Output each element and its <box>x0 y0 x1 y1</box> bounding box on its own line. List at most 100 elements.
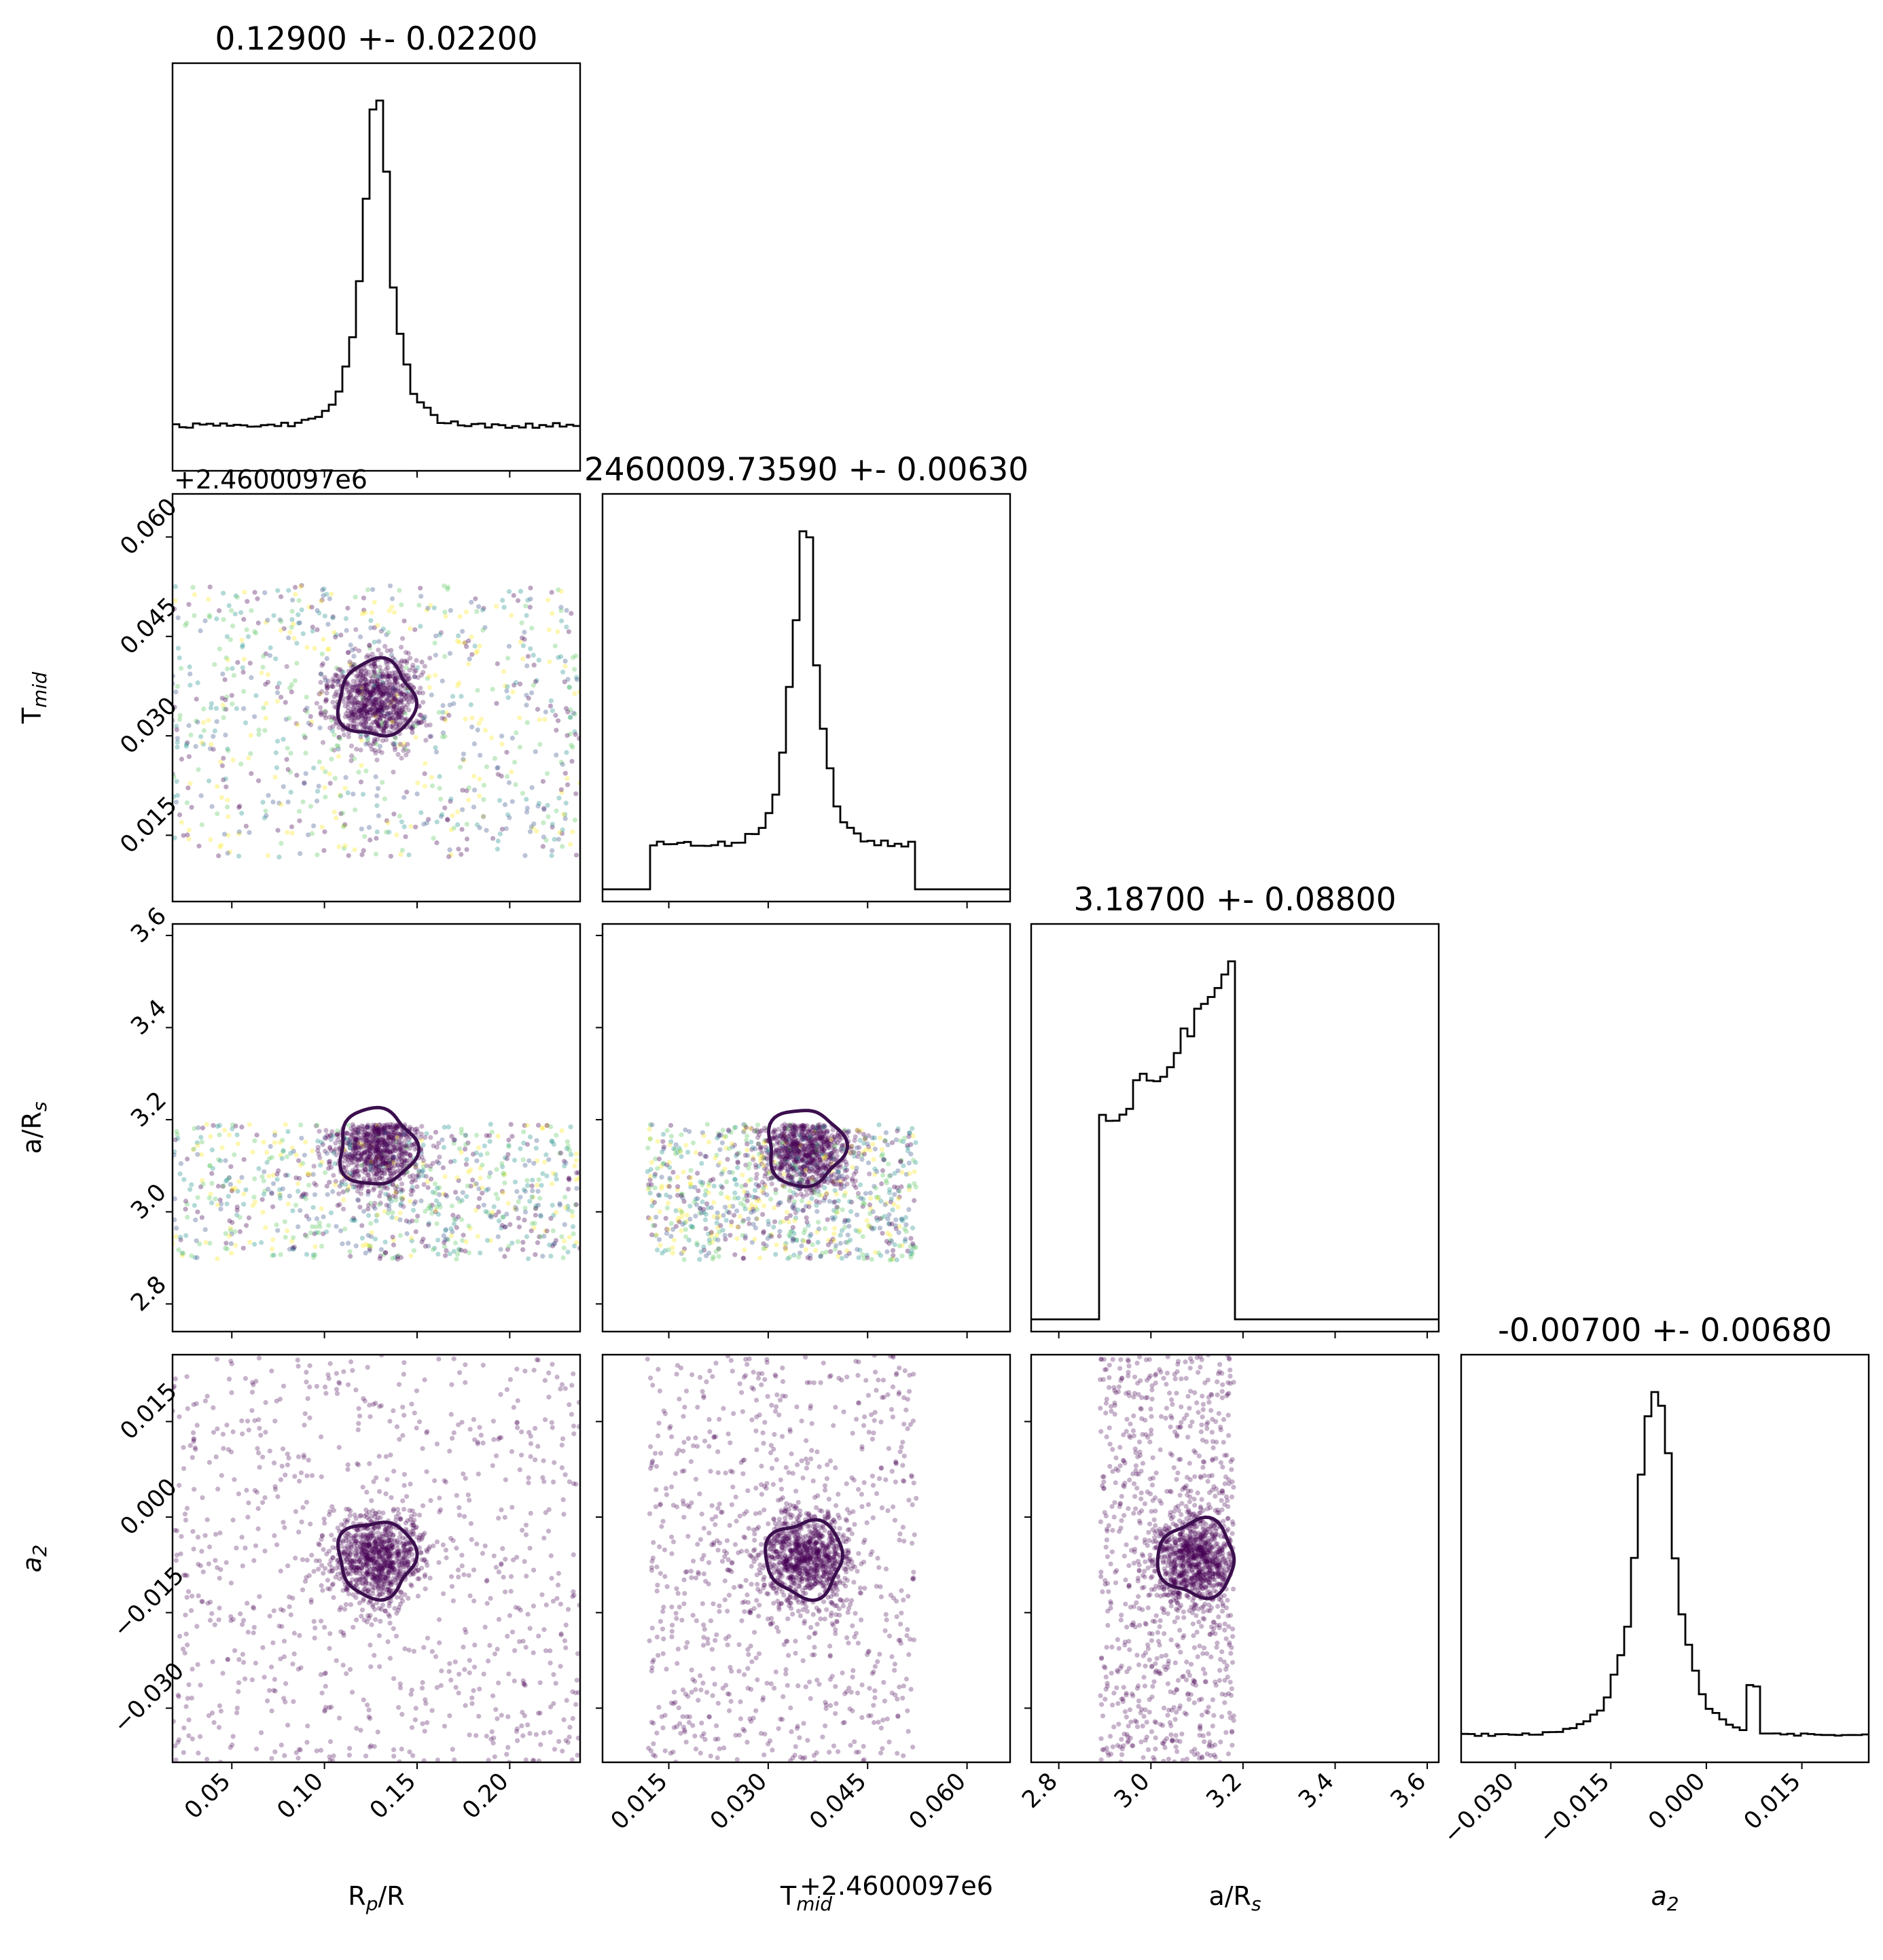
scatter-point <box>856 1150 861 1156</box>
scatter-point <box>345 695 351 701</box>
scatter-point <box>373 851 379 857</box>
scatter-point <box>533 679 539 684</box>
scatter-point <box>201 719 207 726</box>
scatter-point <box>830 1127 836 1133</box>
scatter-point <box>363 741 369 747</box>
scatter-point <box>819 1146 825 1152</box>
scatter-point <box>791 1141 796 1146</box>
scatter-point <box>323 1128 329 1133</box>
scatter-point <box>406 852 412 857</box>
scatter-point <box>568 707 573 713</box>
scatter-point <box>742 1122 748 1128</box>
scatter-point <box>746 1165 751 1171</box>
scatter-point <box>716 1253 721 1259</box>
scatter-point <box>364 1124 370 1130</box>
scatter-point <box>822 1124 828 1129</box>
scatter-point <box>805 1166 810 1172</box>
scatter-point <box>794 1237 800 1243</box>
scatter-point <box>822 1141 827 1147</box>
scatter-point <box>356 688 361 693</box>
scatter-point <box>806 1141 812 1147</box>
scatter-point <box>327 1705 332 1711</box>
scatter-point <box>418 719 423 726</box>
scatter-point <box>271 613 276 618</box>
scatter-point <box>905 1148 911 1154</box>
scatter-point <box>804 1215 809 1221</box>
scatter-point <box>477 1196 482 1201</box>
scatter-point <box>232 1229 238 1234</box>
scatter-point <box>365 741 371 746</box>
scatter-point <box>351 1128 356 1134</box>
scatter-point <box>456 633 461 639</box>
scatter-point <box>414 1184 420 1190</box>
scatter-point <box>374 683 380 689</box>
scatter-point <box>370 1137 376 1143</box>
scatter-point <box>492 755 498 761</box>
scatter-point <box>310 1148 315 1154</box>
scatter-point <box>717 1213 722 1219</box>
scatter-point <box>379 1137 385 1143</box>
scatter-point <box>271 1173 276 1178</box>
scatter-point <box>818 1158 823 1164</box>
scatter-point <box>348 743 355 749</box>
scatter-point <box>296 1158 302 1163</box>
scatter-point <box>562 1163 567 1169</box>
scatter-point <box>355 1128 361 1133</box>
scatter-point <box>544 1173 550 1179</box>
scatter-point <box>898 1159 903 1164</box>
scatter-point <box>223 1178 229 1184</box>
scatter-point <box>378 715 383 720</box>
scatter-point <box>832 1226 838 1231</box>
scatter-point <box>831 1157 837 1162</box>
scatter-point <box>472 787 478 793</box>
scatter-point <box>394 698 399 704</box>
scatter-point <box>332 704 338 709</box>
scatter-point <box>566 1176 571 1181</box>
scatter-point <box>823 1137 829 1143</box>
scatter-point <box>796 1148 802 1154</box>
scatter-point <box>232 1152 237 1158</box>
scatter-point <box>371 687 376 692</box>
scatter-point <box>819 1152 824 1157</box>
scatter-point <box>508 1122 514 1127</box>
scatter-point <box>355 690 361 695</box>
scatter-point <box>399 755 404 761</box>
scatter-point <box>339 673 344 679</box>
scatter-point <box>781 1135 786 1140</box>
scatter-point <box>777 1166 783 1173</box>
scatter-point <box>173 598 178 603</box>
scatter-point <box>449 1203 454 1209</box>
scatter-point <box>298 584 304 590</box>
scatter-point <box>251 1624 257 1630</box>
scatter-point <box>370 1138 376 1143</box>
scatter-point <box>363 1242 369 1247</box>
scatter-point <box>913 1140 918 1145</box>
scatter-point <box>347 661 353 666</box>
scatter-point <box>461 757 466 762</box>
scatter-point <box>395 1162 400 1168</box>
scatter-point <box>363 691 369 696</box>
scatter-point <box>361 1133 367 1138</box>
scatter-point <box>259 1197 265 1202</box>
scatter-point <box>802 1135 807 1140</box>
scatter-point <box>557 1151 562 1156</box>
scatter-point <box>762 1125 768 1131</box>
scatter-point <box>367 1246 372 1251</box>
scatter-point <box>329 1568 334 1574</box>
scatter-point <box>249 1677 255 1683</box>
scatter-point <box>857 1228 863 1233</box>
scatter-point <box>859 1156 865 1162</box>
scatter-point <box>299 583 304 588</box>
scatter-point <box>390 1155 395 1160</box>
scatter-point <box>380 692 386 697</box>
scatter-point <box>277 1192 283 1197</box>
scatter-point <box>777 1133 783 1139</box>
scatter-point <box>372 738 377 744</box>
scatter-point <box>364 1159 370 1164</box>
scatter-point <box>817 1192 822 1198</box>
scatter-point <box>417 712 423 718</box>
scatter-point <box>223 1158 228 1163</box>
scatter-point <box>425 605 431 611</box>
scatter-point <box>375 622 380 628</box>
scatter-point <box>386 1125 391 1130</box>
